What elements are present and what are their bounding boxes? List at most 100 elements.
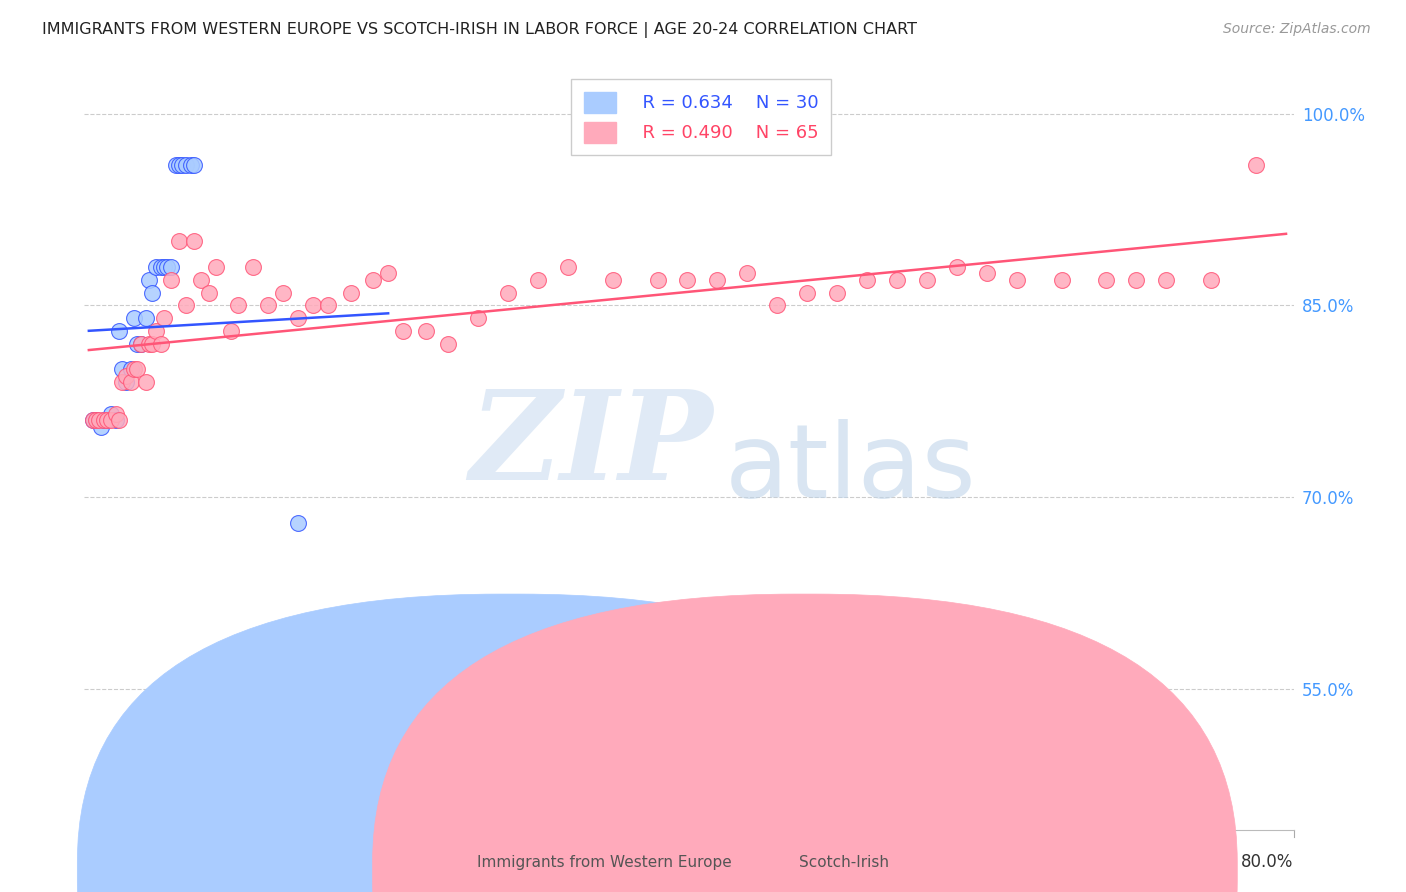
Point (115, 368, 138, 383)
Point (250, 669, 273, 683)
Point (100, 407, 122, 421)
Legend:   R = 0.634    N = 30,   R = 0.490    N = 65: R = 0.634 N = 30, R = 0.490 N = 65 (571, 79, 831, 155)
Point (120, 375, 142, 389)
Point (886, 273, 908, 287)
Point (257, 298, 280, 312)
Point (219, 324, 242, 338)
Point (856, 273, 879, 287)
Point (125, 362, 148, 376)
Point (145, 260, 167, 274)
Point (467, 311, 489, 326)
Point (120, 362, 142, 376)
Point (316, 298, 339, 312)
Point (167, 235, 190, 249)
Point (287, 516, 309, 530)
Point (160, 273, 183, 287)
Point (152, 311, 174, 326)
Point (174, 158, 197, 172)
Point (82, 413, 104, 427)
Point (180, 158, 202, 172)
Point (1156, 273, 1178, 287)
Point (135, 311, 157, 326)
Point (557, 260, 579, 274)
Point (1244, 158, 1267, 172)
Point (122, 311, 145, 326)
Point (205, 260, 228, 274)
Point (273, 285, 295, 300)
Point (149, 260, 172, 274)
Point (766, 298, 789, 312)
Text: 0.0%: 0.0% (84, 853, 127, 871)
Text: Immigrants from Western Europe: Immigrants from Western Europe (477, 855, 733, 870)
Point (302, 298, 325, 312)
Point (160, 260, 183, 274)
Point (152, 260, 174, 274)
Point (111, 362, 134, 376)
Text: IMMIGRANTS FROM WESTERN EUROPE VS SCOTCH-IRISH IN LABOR FORCE | AGE 20-24 CORREL: IMMIGRANTS FROM WESTERN EUROPE VS SCOTCH… (42, 22, 917, 38)
Point (737, 266, 759, 280)
Text: ZIP: ZIP (470, 385, 713, 507)
Text: Source: ZipAtlas.com: Source: ZipAtlas.com (1223, 22, 1371, 37)
Point (104, 413, 127, 427)
Point (527, 273, 550, 287)
Point (138, 273, 160, 287)
Point (242, 260, 264, 274)
Point (111, 375, 134, 389)
Point (377, 266, 399, 280)
Point (496, 285, 519, 300)
Point (1199, 273, 1222, 287)
Point (915, 273, 938, 287)
Point (1095, 273, 1118, 287)
Point (107, 324, 129, 338)
Point (96, 413, 118, 427)
Point (976, 266, 998, 280)
Point (946, 260, 969, 274)
Point (706, 273, 728, 287)
Point (141, 285, 163, 300)
Text: 80.0%: 80.0% (1241, 853, 1294, 871)
Point (115, 375, 138, 389)
Point (602, 273, 624, 287)
Text: Scotch-Irish: Scotch-Irish (799, 855, 889, 870)
Point (107, 413, 129, 427)
Point (129, 336, 152, 351)
Point (167, 158, 190, 172)
Point (437, 336, 460, 351)
Point (125, 336, 148, 351)
Point (183, 158, 205, 172)
Point (1005, 273, 1028, 287)
Point (287, 311, 309, 326)
Point (93, 413, 115, 427)
Point (1050, 273, 1073, 287)
Point (165, 158, 187, 172)
Point (183, 235, 205, 249)
Point (228, 298, 250, 312)
Point (825, 285, 848, 300)
Point (90, 419, 112, 434)
Point (104, 407, 127, 421)
Point (100, 413, 122, 427)
Point (339, 285, 361, 300)
Text: atlas: atlas (725, 418, 977, 519)
Point (676, 273, 699, 287)
Point (138, 336, 160, 351)
Point (174, 298, 197, 312)
Point (86, 413, 108, 427)
Point (415, 324, 437, 338)
Point (392, 324, 415, 338)
Point (93, 413, 115, 427)
Point (170, 158, 193, 172)
Point (96, 413, 118, 427)
Point (190, 273, 212, 287)
Point (129, 336, 152, 351)
Point (796, 285, 818, 300)
Point (197, 285, 219, 300)
Point (141, 336, 163, 351)
Point (86, 413, 108, 427)
Point (82, 413, 104, 427)
Point (149, 336, 172, 351)
Point (122, 362, 145, 376)
Point (145, 324, 167, 338)
Point (647, 273, 669, 287)
Point (361, 273, 384, 287)
